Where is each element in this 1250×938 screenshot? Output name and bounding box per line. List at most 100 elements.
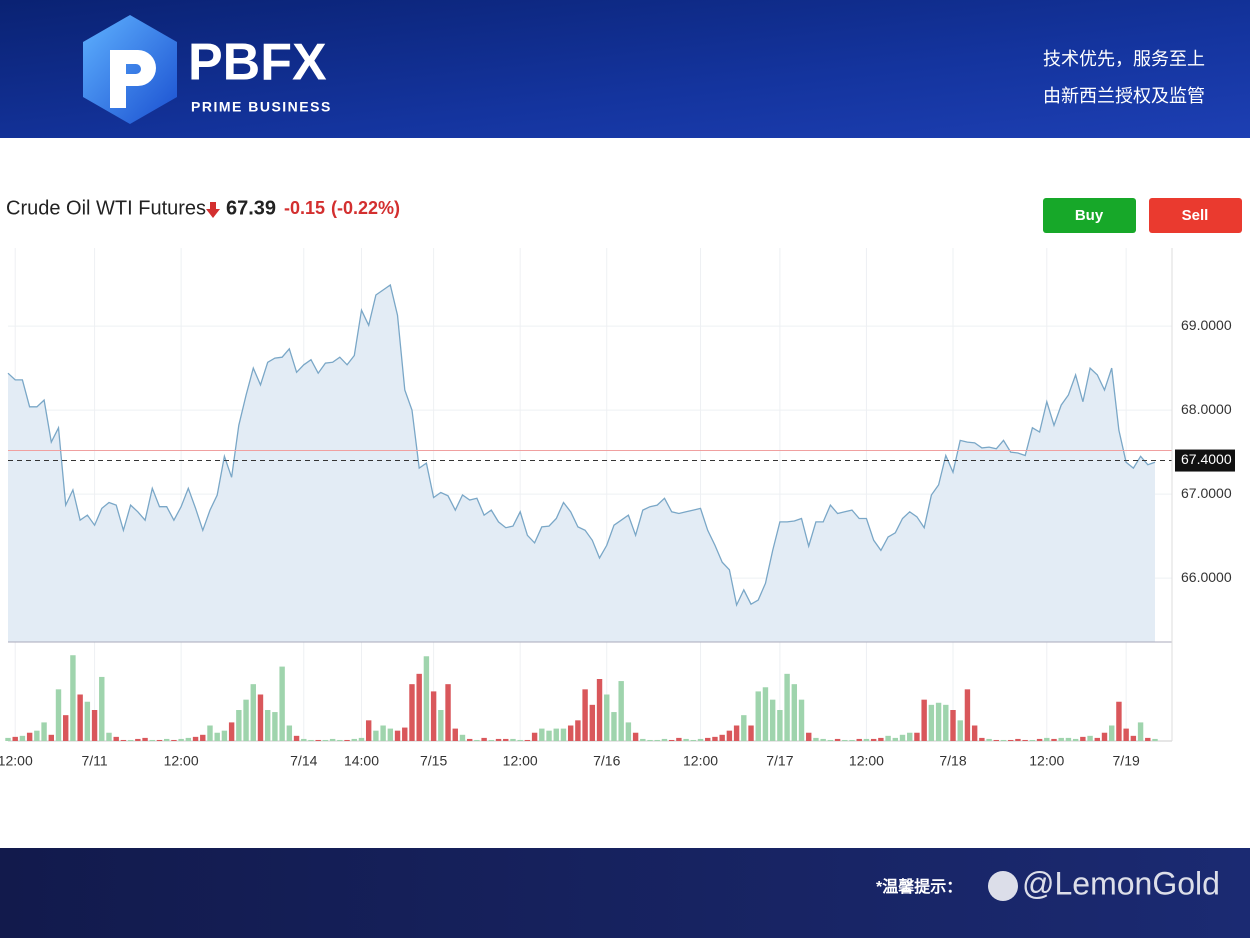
y-tick-label: 68.0000	[1181, 401, 1232, 417]
volume-bar	[34, 730, 40, 741]
volume-bar	[481, 737, 487, 741]
volume-bar	[127, 739, 134, 741]
volume-bar	[243, 699, 249, 741]
volume-bar	[503, 738, 509, 741]
volume-bar	[582, 689, 588, 741]
volume-bar	[524, 739, 531, 741]
volume-bar	[430, 691, 437, 741]
footer-bar	[0, 848, 1250, 938]
volume-bar	[308, 739, 314, 741]
volume-bar	[827, 739, 834, 741]
volume-bar	[604, 694, 610, 741]
watermark-icon	[988, 871, 1018, 901]
volume-bar	[878, 737, 884, 741]
volume-bar	[935, 702, 942, 741]
volume-bar	[380, 725, 386, 741]
volume-bar	[733, 725, 740, 741]
volume-bar	[63, 715, 69, 741]
volume-bar	[661, 738, 668, 741]
volume-bar	[647, 739, 653, 741]
volume-bar	[452, 728, 458, 741]
last-price-label: 67.4000	[1181, 451, 1232, 467]
buy-button[interactable]: Buy	[1043, 198, 1136, 233]
volume-bar	[517, 739, 523, 741]
volume-bar	[769, 699, 776, 741]
volume-bar	[690, 739, 697, 741]
sell-bg[interactable]	[1149, 198, 1242, 233]
volume-bar	[892, 737, 899, 741]
volume-bar	[445, 684, 451, 741]
volume-bar	[409, 684, 415, 741]
x-tick-label: 12:00	[683, 753, 718, 769]
volume-bar	[914, 732, 920, 741]
volume-bar	[964, 689, 971, 741]
plot: 12:00 7/11 12:00 7/14 14:00 7/15 12:00 7/16 12:0…	[0, 248, 1235, 769]
x-tick-label: 7/11	[81, 753, 107, 769]
header-bar	[0, 0, 1250, 138]
sell-label[interactable]: Sell	[1182, 207, 1209, 224]
x-tick-label: 7/14	[290, 753, 317, 769]
price-area	[8, 285, 1155, 642]
volume-bar	[113, 736, 119, 741]
buy-label[interactable]: Buy	[1075, 207, 1104, 224]
volume-bar	[993, 739, 1000, 741]
volume-bar	[228, 722, 235, 741]
volume-bar	[402, 727, 408, 741]
y-tick-label: 67.0000	[1181, 485, 1232, 501]
volume-bar	[99, 676, 105, 741]
volume-bar	[495, 738, 502, 741]
last-price-box	[1175, 449, 1235, 472]
volume-bar	[1130, 735, 1137, 741]
volume-bar	[748, 725, 754, 741]
volume-bar	[301, 738, 307, 741]
volume-bar	[106, 732, 112, 741]
volume-bar	[791, 684, 798, 741]
volume-bar	[1000, 739, 1007, 741]
volume-bar	[943, 704, 949, 741]
volume-bar	[618, 681, 624, 741]
buy-bg[interactable]	[1043, 198, 1136, 233]
volume-bar	[142, 737, 148, 741]
volume-bar	[26, 732, 33, 741]
volume-bar	[358, 737, 365, 741]
volume-bar	[1080, 736, 1086, 741]
volume-bar	[683, 738, 689, 741]
x-tick-label: 7/19	[1113, 753, 1140, 769]
volume-bar	[986, 738, 992, 741]
change: -0.15	[284, 198, 325, 218]
logo-hex	[83, 15, 177, 124]
x-tick-label: 7/18	[939, 753, 966, 769]
volume-bar	[416, 673, 422, 741]
watermark: @LemonGold	[1022, 865, 1220, 901]
change-pct: (-0.22%)	[331, 198, 400, 218]
volume-bar	[192, 736, 199, 741]
sell-button[interactable]: Sell	[1149, 198, 1242, 233]
volume-bar	[575, 720, 581, 741]
volume-bar	[1044, 737, 1050, 741]
volume-bar	[315, 739, 321, 741]
volume-bar	[1029, 739, 1036, 741]
volume-bar	[553, 728, 559, 741]
volume-bar	[755, 691, 761, 741]
volume-bar	[971, 725, 978, 741]
volume-bar	[726, 730, 733, 741]
volume-bar	[264, 710, 271, 741]
volume-bar	[1101, 732, 1108, 741]
volume-bar	[250, 684, 256, 741]
volume-bar	[1137, 722, 1144, 741]
x-tick-label: 14:00	[344, 753, 379, 769]
volume-bar	[697, 738, 704, 741]
logo-icon	[110, 50, 156, 108]
volume-bar	[214, 732, 220, 741]
volume-bar	[676, 737, 682, 741]
volume-bar	[77, 694, 83, 741]
volume-bar	[344, 739, 350, 741]
volume-bar	[820, 738, 826, 741]
volume-bar	[156, 739, 163, 741]
regulation: 由新西兰授权及监管	[1043, 86, 1205, 106]
volume-bar	[798, 699, 805, 741]
volume-bar	[625, 722, 632, 741]
x-tick-label: 12:00	[503, 753, 538, 769]
